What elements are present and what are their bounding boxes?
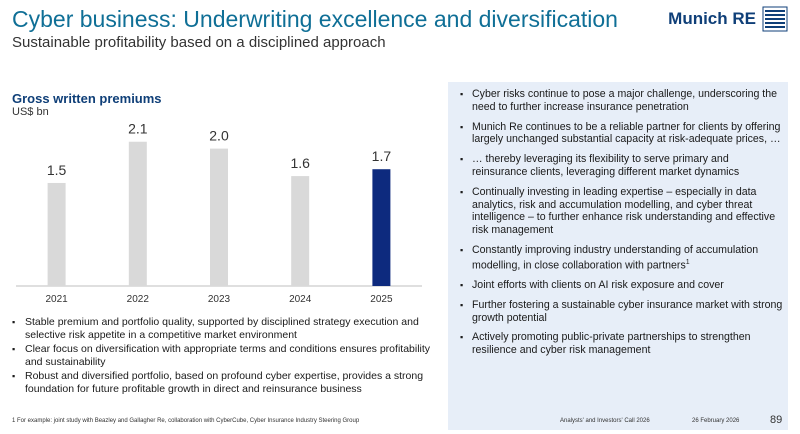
right-bullet: Further fostering a sustainable cyber in… — [458, 299, 784, 325]
left-bullet: Clear focus on diversification with appr… — [12, 343, 442, 368]
bar-2022 — [128, 141, 147, 286]
munich-re-emblem-icon — [762, 6, 788, 32]
right-bullet-list: Cyber risks continue to pose a major cha… — [458, 88, 784, 364]
right-bullet: Continually investing in leading experti… — [458, 186, 784, 237]
right-bullet-text: Constantly improving industry understand… — [472, 243, 759, 272]
right-bullet: Joint efforts with clients on AI risk ex… — [458, 279, 784, 292]
premium-bar-chart: 1.5 2021 2.1 2022 2.0 2023 1.6 2024 1.7 2025 — [16, 121, 422, 305]
footnote: 1 For example: joint study with Beazley … — [12, 418, 360, 424]
right-bullet: Constantly improving industry understand… — [458, 244, 784, 272]
x-tick-label: 2021 — [45, 294, 68, 305]
page-title: Cyber business: Underwriting excellence … — [12, 6, 618, 32]
footer-date: 26 February 2026 — [692, 418, 740, 424]
right-bullet: … thereby leveraging its flexibility to … — [458, 153, 784, 179]
right-bullet: Cyber risks continue to pose a major cha… — [458, 88, 784, 114]
chart-title: Gross written premiums — [12, 91, 162, 106]
bar-2024 — [291, 176, 310, 286]
left-bullet: Robust and diversified portfolio, based … — [12, 370, 442, 395]
right-bullet: Munich Re continues to be a reliable par… — [458, 121, 784, 147]
chart-unit: US$ bn — [12, 106, 49, 118]
left-bullet-list: Stable premium and portfolio quality, su… — [12, 316, 442, 397]
bar-2025 — [372, 169, 391, 286]
x-tick-label: 2022 — [127, 294, 150, 305]
x-tick-label: 2024 — [289, 294, 312, 305]
footer-event: Analysts' and Investors' Call 2026 — [560, 418, 650, 424]
right-bullet: Actively promoting public-private partne… — [458, 331, 784, 357]
x-tick-label: 2025 — [370, 294, 393, 305]
page-subtitle: Sustainable profitability based on a dis… — [12, 34, 386, 51]
logo-text: Munich RE — [668, 9, 756, 28]
x-tick-label: 2023 — [208, 294, 231, 305]
bar-value-label: 1.7 — [372, 148, 392, 164]
page-number: 89 — [770, 414, 783, 426]
munich-re-logo: Munich RE — [668, 6, 788, 32]
bar-value-label: 2.1 — [128, 121, 148, 137]
bar-value-label: 1.6 — [290, 155, 310, 171]
bar-2023 — [210, 148, 228, 286]
bar-2021 — [47, 182, 66, 286]
footnote-marker: 1 — [685, 258, 690, 266]
left-bullet: Stable premium and portfolio quality, su… — [12, 316, 442, 341]
bar-value-label: 2.0 — [209, 128, 229, 144]
bar-value-label: 1.5 — [47, 162, 67, 178]
